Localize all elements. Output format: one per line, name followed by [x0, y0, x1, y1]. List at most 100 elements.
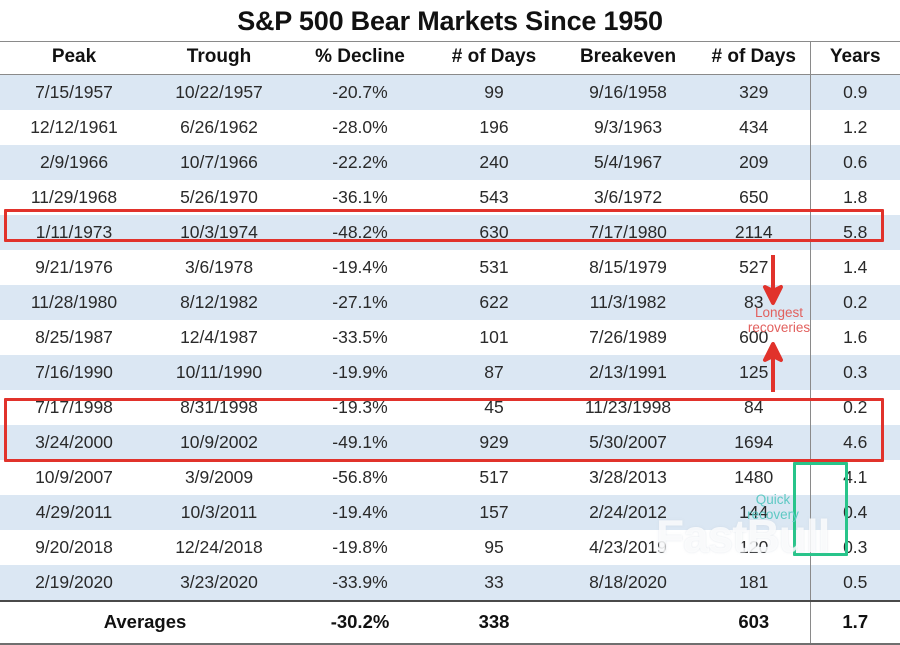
column-header-peak: Peak: [0, 41, 148, 75]
cell-decline: -33.5%: [332, 326, 388, 347]
averages-decline: -30.2%: [290, 600, 430, 645]
cell-days_to_breakeven: 434: [739, 116, 769, 137]
cell-years: 0.2: [809, 390, 900, 425]
cell-peak: 2/19/2020: [0, 565, 148, 601]
column-header-trough: Trough: [148, 41, 290, 75]
cell-decline: -19.4%: [332, 256, 388, 277]
cell-days_to_trough: 622: [430, 285, 558, 320]
cell-breakeven: 8/18/2020: [558, 565, 698, 601]
cell-years: 4.1: [809, 460, 900, 495]
cell-days_to_breakeven: 1480: [734, 466, 774, 487]
cell-years: 1.6: [809, 320, 900, 355]
table-row: 7/15/1957 10/22/1957 -20.7% 99 9/16/1958 329 0…: [0, 74, 900, 110]
cell-days_to_trough: 196: [479, 116, 509, 137]
cell-years: 0.4: [809, 495, 900, 530]
averages-days-to-trough: 338: [430, 600, 558, 645]
cell-trough: 10/22/1957: [148, 74, 290, 110]
cell-days_to_breakeven: 83: [698, 285, 810, 320]
cell-peak: 11/29/1968: [30, 186, 118, 207]
cell-decline: -22.2%: [290, 145, 430, 180]
header-row: Peak Trough % Decline # of Days Breakeve…: [0, 41, 900, 75]
cell-decline: -49.1%: [290, 425, 430, 460]
cell-trough: 6/26/1962: [180, 116, 258, 137]
cell-decline: -33.9%: [290, 565, 430, 601]
cell-breakeven: 7/26/1989: [589, 326, 667, 347]
table-row: 3/24/2000 10/9/2002 -49.1% 929 5/30/2007 1694…: [0, 425, 900, 460]
cell-breakeven: 8/15/1979: [589, 256, 667, 277]
averages-days-to-breakeven: 603: [698, 600, 810, 645]
cell-years: 0.2: [809, 285, 900, 320]
cell-peak: 9/20/2018: [35, 536, 113, 557]
cell-peak: 8/25/1987: [35, 326, 113, 347]
cell-breakeven: 11/23/1998: [584, 396, 672, 417]
cell-breakeven: 9/16/1958: [558, 74, 698, 110]
cell-days_to_breakeven: 329: [698, 74, 810, 110]
table-row: 7/17/1998 8/31/1998 -19.3% 45 11/23/1998 84 0.…: [0, 390, 900, 425]
cell-years: 1.8: [809, 180, 900, 215]
cell-days_to_breakeven: 120: [739, 536, 769, 557]
cell-days_to_trough: 101: [479, 326, 509, 347]
cell-breakeven: 3/6/1972: [593, 186, 663, 207]
cell-decline: -19.9%: [290, 355, 430, 390]
cell-days_to_trough: 517: [479, 466, 509, 487]
cell-days_to_trough: 95: [484, 536, 504, 557]
cell-years: 0.9: [809, 74, 900, 110]
cell-days_to_trough: 543: [479, 186, 509, 207]
cell-breakeven: 4/23/2019: [589, 536, 667, 557]
cell-days_to_breakeven: 1694: [698, 425, 810, 460]
cell-years: 0.3: [809, 355, 900, 390]
column-header-breakeven: Breakeven: [558, 41, 698, 75]
table-row: 8/25/1987 12/4/1987 -33.5% 101 7/26/1989 600 1…: [0, 320, 900, 355]
table-row: 1/11/1973 10/3/1974 -48.2% 630 7/17/1980 2114…: [0, 215, 900, 250]
cell-years: 5.8: [809, 215, 900, 250]
cell-breakeven: 5/30/2007: [558, 425, 698, 460]
averages-years: 1.7: [809, 600, 900, 645]
table-footer: Averages -30.2% 338 603 1.7: [0, 600, 900, 645]
cell-trough: 3/9/2009: [184, 466, 254, 487]
cell-days_to_breakeven: 650: [739, 186, 769, 207]
cell-days_to_trough: 87: [430, 355, 558, 390]
table-row: 4/29/2011 10/3/2011 -19.4% 157 2/24/2012 144 0…: [0, 495, 900, 530]
cell-days_to_trough: 33: [430, 565, 558, 601]
cell-decline: -48.2%: [290, 215, 430, 250]
cell-trough: 10/11/1990: [148, 355, 290, 390]
cell-breakeven: 9/3/1963: [593, 116, 663, 137]
cell-days_to_breakeven: 125: [698, 355, 810, 390]
cell-decline: -36.1%: [332, 186, 388, 207]
cell-trough: 12/4/1987: [180, 326, 258, 347]
cell-decline: -28.0%: [332, 116, 388, 137]
cell-days_to_breakeven: 144: [698, 495, 810, 530]
cell-trough: 10/9/2002: [148, 425, 290, 460]
cell-breakeven: 11/3/1982: [558, 285, 698, 320]
cell-days_to_breakeven: 84: [744, 396, 764, 417]
table-row: 9/20/2018 12/24/2018 -19.8% 95 4/23/2019 120 0…: [0, 530, 900, 565]
cell-breakeven: 2/13/1991: [558, 355, 698, 390]
cell-trough: 5/26/1970: [180, 186, 258, 207]
cell-breakeven: 2/24/2012: [558, 495, 698, 530]
cell-decline: -27.1%: [290, 285, 430, 320]
bear-markets-table: Peak Trough % Decline # of Days Breakeve…: [0, 41, 900, 645]
cell-days_to_trough: 630: [430, 215, 558, 250]
cell-peak: 10/9/2007: [35, 466, 113, 487]
averages-breakeven: [558, 600, 698, 645]
column-header-years: Years: [809, 41, 900, 75]
cell-peak: 9/21/1976: [35, 256, 113, 277]
cell-breakeven: 7/17/1980: [558, 215, 698, 250]
table-row: 2/9/1966 10/7/1966 -22.2% 240 5/4/1967 209 0.6: [0, 145, 900, 180]
cell-trough: 10/3/2011: [148, 495, 290, 530]
cell-years: 0.6: [809, 145, 900, 180]
cell-days_to_trough: 45: [484, 396, 504, 417]
cell-peak: 4/29/2011: [0, 495, 148, 530]
cell-decline: -20.7%: [290, 74, 430, 110]
cell-peak: 3/24/2000: [0, 425, 148, 460]
cell-days_to_trough: 157: [430, 495, 558, 530]
cell-days_to_trough: 99: [430, 74, 558, 110]
cell-peak: 12/12/1961: [30, 116, 118, 137]
table-row: 9/21/1976 3/6/1978 -19.4% 531 8/15/1979 527 1.…: [0, 250, 900, 285]
cell-days_to_breakeven: 209: [698, 145, 810, 180]
cell-days_to_breakeven: 527: [739, 256, 769, 277]
table-body: 7/15/1957 10/22/1957 -20.7% 99 9/16/1958 329 0…: [0, 74, 900, 601]
column-header-decline: % Decline: [290, 41, 430, 75]
averages-label: Averages: [0, 600, 290, 645]
cell-days_to_trough: 929: [430, 425, 558, 460]
